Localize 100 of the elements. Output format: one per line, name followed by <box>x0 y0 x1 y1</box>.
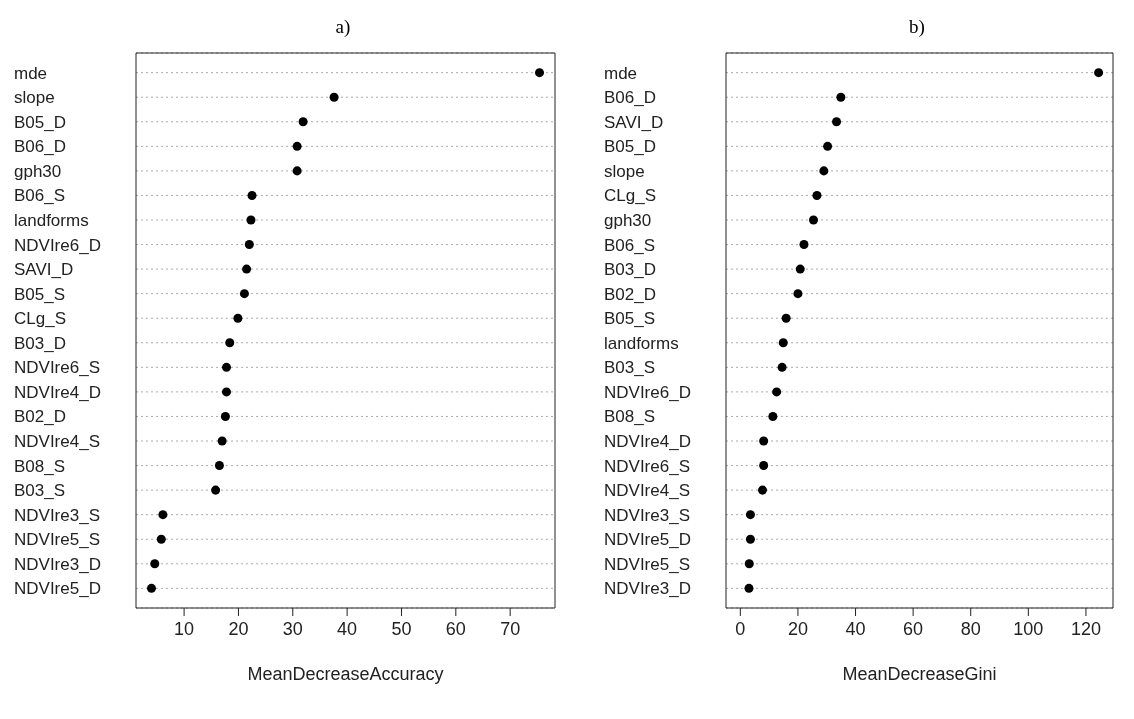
point <box>217 436 227 446</box>
y-tick-label: SAVI_D <box>604 112 664 132</box>
y-tick-label: B02_D <box>604 284 656 304</box>
point <box>795 264 805 274</box>
point <box>768 411 778 421</box>
point <box>329 92 339 102</box>
chart-title: b) <box>908 16 926 38</box>
x-tick-label: 10 <box>174 618 195 639</box>
point <box>744 583 754 593</box>
point <box>808 215 819 225</box>
y-tick-label: B08_S <box>14 456 66 476</box>
y-tick-label: B03_D <box>604 260 656 280</box>
point <box>799 240 809 250</box>
y-tick-label: NDVIre3_S <box>604 505 690 525</box>
point <box>1094 68 1104 78</box>
y-tick-label: NDVIre3_S <box>14 505 100 525</box>
y-tick-label: NDVIre6_S <box>14 358 100 378</box>
x-tick-label: 40 <box>845 618 866 639</box>
y-tick-label: SAVI_D <box>14 260 74 280</box>
y-tick-label: CLg_S <box>604 186 656 206</box>
y-tick-label: landforms <box>604 333 679 353</box>
point <box>298 117 308 127</box>
y-tick-label: NDVIre6_D <box>604 382 691 402</box>
y-tick-label: B06_S <box>14 186 66 206</box>
x-tick-label: 50 <box>391 618 412 639</box>
point <box>759 461 769 471</box>
x-tick-label: 30 <box>282 618 303 639</box>
y-tick-label: NDVIre3_D <box>14 554 101 574</box>
point <box>239 289 249 299</box>
y-tick-label: NDVIre4_S <box>14 432 100 452</box>
y-tick-label: landforms <box>14 210 89 230</box>
x-tick-label: 80 <box>960 618 981 639</box>
x-tick-label: 70 <box>500 618 521 639</box>
point <box>772 387 782 397</box>
point <box>292 141 302 151</box>
x-tick-label: 40 <box>337 618 358 639</box>
y-tick-label: B03_S <box>14 481 66 501</box>
point <box>221 387 231 397</box>
y-tick-label: NDVIre4_D <box>14 382 101 402</box>
point <box>221 362 231 372</box>
y-tick-label: mde <box>604 63 638 83</box>
point <box>156 534 166 544</box>
point <box>745 510 755 520</box>
point <box>233 313 243 323</box>
point <box>220 411 230 421</box>
y-tick-label: NDVIre5_S <box>14 530 100 550</box>
point <box>247 190 257 200</box>
y-tick-label: NDVIre5_D <box>14 579 101 599</box>
y-tick-label: mde <box>14 63 48 83</box>
y-tick-label: NDVIre5_S <box>604 554 690 574</box>
point <box>744 559 754 569</box>
y-tick-label: B05_D <box>604 137 656 157</box>
point <box>158 510 168 520</box>
y-tick-label: B06_D <box>604 88 656 108</box>
point <box>758 485 768 495</box>
point <box>214 461 224 471</box>
point <box>793 289 803 299</box>
x-axis-title: MeanDecreaseAccuracy <box>247 664 444 684</box>
point <box>812 190 822 200</box>
point <box>211 485 221 495</box>
point <box>832 117 842 127</box>
point <box>150 559 160 569</box>
y-tick-label: B03_S <box>604 358 656 378</box>
x-tick-label: 100 <box>1013 618 1044 639</box>
y-tick-label: B05_S <box>14 284 66 304</box>
point <box>781 313 791 323</box>
x-axis-title: MeanDecreaseGini <box>842 664 997 684</box>
point <box>823 141 833 151</box>
y-tick-label: NDVIre6_D <box>14 235 101 255</box>
point <box>836 92 846 102</box>
y-tick-label: CLg_S <box>14 309 66 329</box>
chart-title: a) <box>334 16 352 38</box>
y-tick-label: NDVIre5_D <box>604 530 691 550</box>
point <box>242 264 252 274</box>
point <box>535 68 545 78</box>
x-tick-label: 120 <box>1070 618 1101 639</box>
y-tick-label: NDVIre4_S <box>604 481 690 501</box>
point <box>778 338 788 348</box>
y-tick-label: B06_S <box>604 235 656 255</box>
y-tick-label: B03_D <box>14 333 66 353</box>
point <box>146 583 156 593</box>
y-tick-label: B08_S <box>604 407 656 427</box>
x-tick-label: 20 <box>787 618 808 639</box>
point <box>292 166 302 176</box>
point <box>225 338 235 348</box>
point <box>745 534 755 544</box>
y-tick-label: NDVIre3_D <box>604 579 691 599</box>
y-tick-label: gph30 <box>604 210 652 230</box>
x-tick-label: 0 <box>735 618 746 639</box>
y-tick-label: gph30 <box>14 161 62 181</box>
y-tick-label: B02_D <box>14 407 66 427</box>
x-tick-label: 20 <box>228 618 249 639</box>
point <box>819 166 829 176</box>
x-tick-label: 60 <box>445 618 466 639</box>
y-tick-label: B06_D <box>14 137 66 157</box>
point <box>244 240 254 250</box>
y-tick-label: B05_S <box>604 309 656 329</box>
x-tick-label: 60 <box>903 618 924 639</box>
point <box>759 436 769 446</box>
y-tick-label: slope <box>14 88 55 108</box>
